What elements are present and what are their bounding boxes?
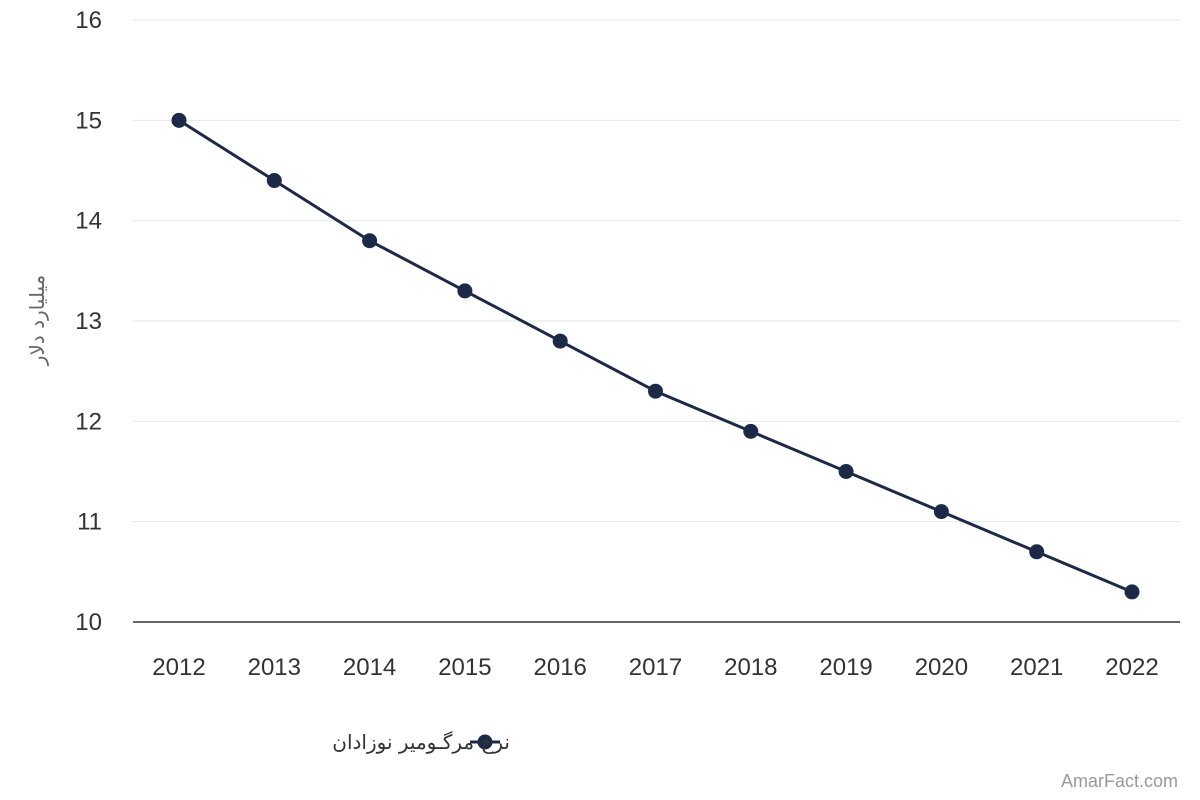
data-point[interactable] — [171, 112, 187, 128]
x-tick-label: 2013 — [248, 654, 301, 681]
data-point[interactable] — [1029, 544, 1045, 560]
legend[interactable]: نرخ مرگـومیر نوزادان — [332, 730, 510, 754]
legend-label: نرخ مرگـومیر نوزادان — [332, 730, 510, 754]
y-tick-label: 16 — [75, 7, 102, 34]
x-tick-label: 2020 — [915, 654, 968, 681]
data-point[interactable] — [933, 504, 949, 520]
data-point[interactable] — [1124, 584, 1140, 600]
y-tick-label: 13 — [75, 308, 102, 335]
y-axis-title: میلیارد دلار — [25, 275, 49, 366]
y-tick-label: 15 — [75, 107, 102, 134]
y-axis-ticks: 10 11 12 13 14 15 16 — [75, 7, 102, 636]
x-tick-label: 2019 — [819, 654, 872, 681]
y-tick-label: 11 — [77, 509, 102, 536]
x-tick-label: 2022 — [1105, 654, 1158, 681]
data-point[interactable] — [743, 423, 759, 439]
data-point[interactable] — [266, 173, 282, 189]
gridlines — [133, 19, 1180, 623]
x-tick-label: 2012 — [152, 654, 205, 681]
y-tick-label: 12 — [75, 408, 102, 435]
data-point[interactable] — [838, 464, 854, 479]
x-tick-label: 2015 — [438, 654, 491, 681]
y-tick-label: 10 — [75, 609, 102, 636]
y-tick-label: 14 — [75, 208, 102, 235]
data-point[interactable] — [648, 383, 663, 399]
series-line-path — [177, 118, 1134, 594]
x-axis-ticks: 2012 2013 2014 2015 2016 2017 2018 2019 2020 2021… — [152, 654, 1158, 681]
data-point[interactable] — [362, 233, 378, 249]
data-point[interactable] — [457, 283, 473, 299]
series-line — [171, 112, 1140, 600]
x-tick-label: 2016 — [534, 654, 587, 681]
x-tick-label: 2021 — [1010, 654, 1063, 681]
data-point[interactable] — [552, 333, 568, 349]
x-tick-label: 2014 — [343, 654, 396, 681]
legend-marker-icon — [477, 734, 493, 750]
x-tick-label: 2017 — [629, 654, 682, 681]
watermark: AmarFact.com — [1060, 771, 1178, 791]
x-tick-label: 2018 — [724, 654, 777, 681]
